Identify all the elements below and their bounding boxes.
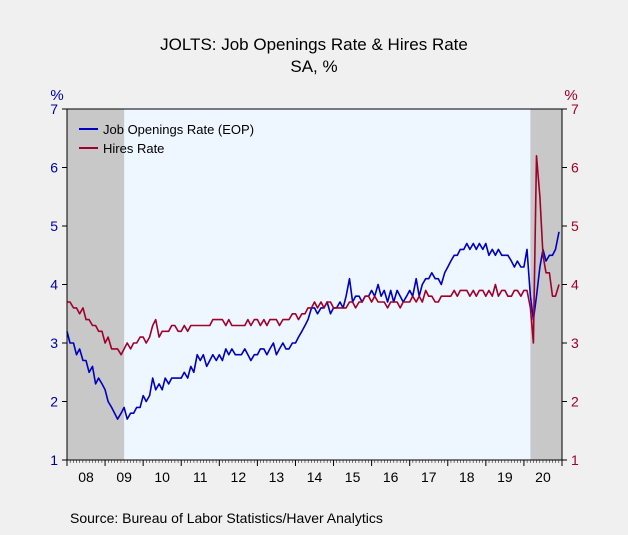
y-tick-label-right: 3 bbox=[571, 335, 579, 351]
y-tick-label-right: 7 bbox=[571, 101, 579, 117]
y-tick-label-left: 2 bbox=[50, 394, 58, 410]
chart-title: JOLTS: Job Openings Rate & Hires Rate bbox=[160, 35, 468, 54]
y-tick-label-left: 7 bbox=[50, 101, 58, 117]
y-tick-label-right: 4 bbox=[571, 277, 579, 293]
hires-line bbox=[67, 155, 560, 356]
plot-background bbox=[67, 109, 562, 460]
x-tick-label: 19 bbox=[497, 469, 513, 485]
legend-label: Hires Rate bbox=[103, 141, 164, 156]
y-tick-label-left: 1 bbox=[50, 452, 58, 468]
x-tick-label: 14 bbox=[307, 469, 323, 485]
job-openings-line bbox=[66, 231, 560, 420]
x-tick-label: 16 bbox=[383, 469, 399, 485]
x-tick-label: 18 bbox=[459, 469, 475, 485]
y-tick-label-right: 1 bbox=[571, 452, 579, 468]
y-tick-label-left: 4 bbox=[50, 277, 58, 293]
y-tick-label-left: 3 bbox=[50, 335, 58, 351]
x-tick-label: 13 bbox=[269, 469, 285, 485]
chart-subtitle: SA, % bbox=[290, 57, 337, 76]
x-tick-label: 10 bbox=[154, 469, 170, 485]
x-tick-label: 20 bbox=[535, 469, 551, 485]
legend-label: Job Openings Rate (EOP) bbox=[103, 122, 254, 137]
x-tick-label: 09 bbox=[116, 469, 132, 485]
y-tick-label-right: 2 bbox=[571, 394, 579, 410]
source-note: Source: Bureau of Labor Statistics/Haver… bbox=[70, 510, 383, 526]
y-tick-label-right: 5 bbox=[571, 218, 579, 234]
right-axis-unit: % bbox=[564, 87, 577, 104]
x-tick-label: 17 bbox=[421, 469, 437, 485]
y-tick-label-left: 6 bbox=[50, 160, 58, 176]
x-tick-label: 15 bbox=[345, 469, 361, 485]
x-tick-label: 12 bbox=[231, 469, 247, 485]
x-tick-label: 08 bbox=[78, 469, 94, 485]
recession-shading bbox=[67, 109, 125, 460]
y-tick-label-right: 6 bbox=[571, 160, 579, 176]
x-tick-label: 11 bbox=[193, 469, 208, 485]
y-tick-label-left: 5 bbox=[50, 218, 58, 234]
left-axis-unit: % bbox=[50, 87, 63, 104]
plot-area: 1 12 23 34 45 56 67 708 09 10 11 12 13 14 15 16 17 18 19 20… bbox=[50, 101, 579, 485]
